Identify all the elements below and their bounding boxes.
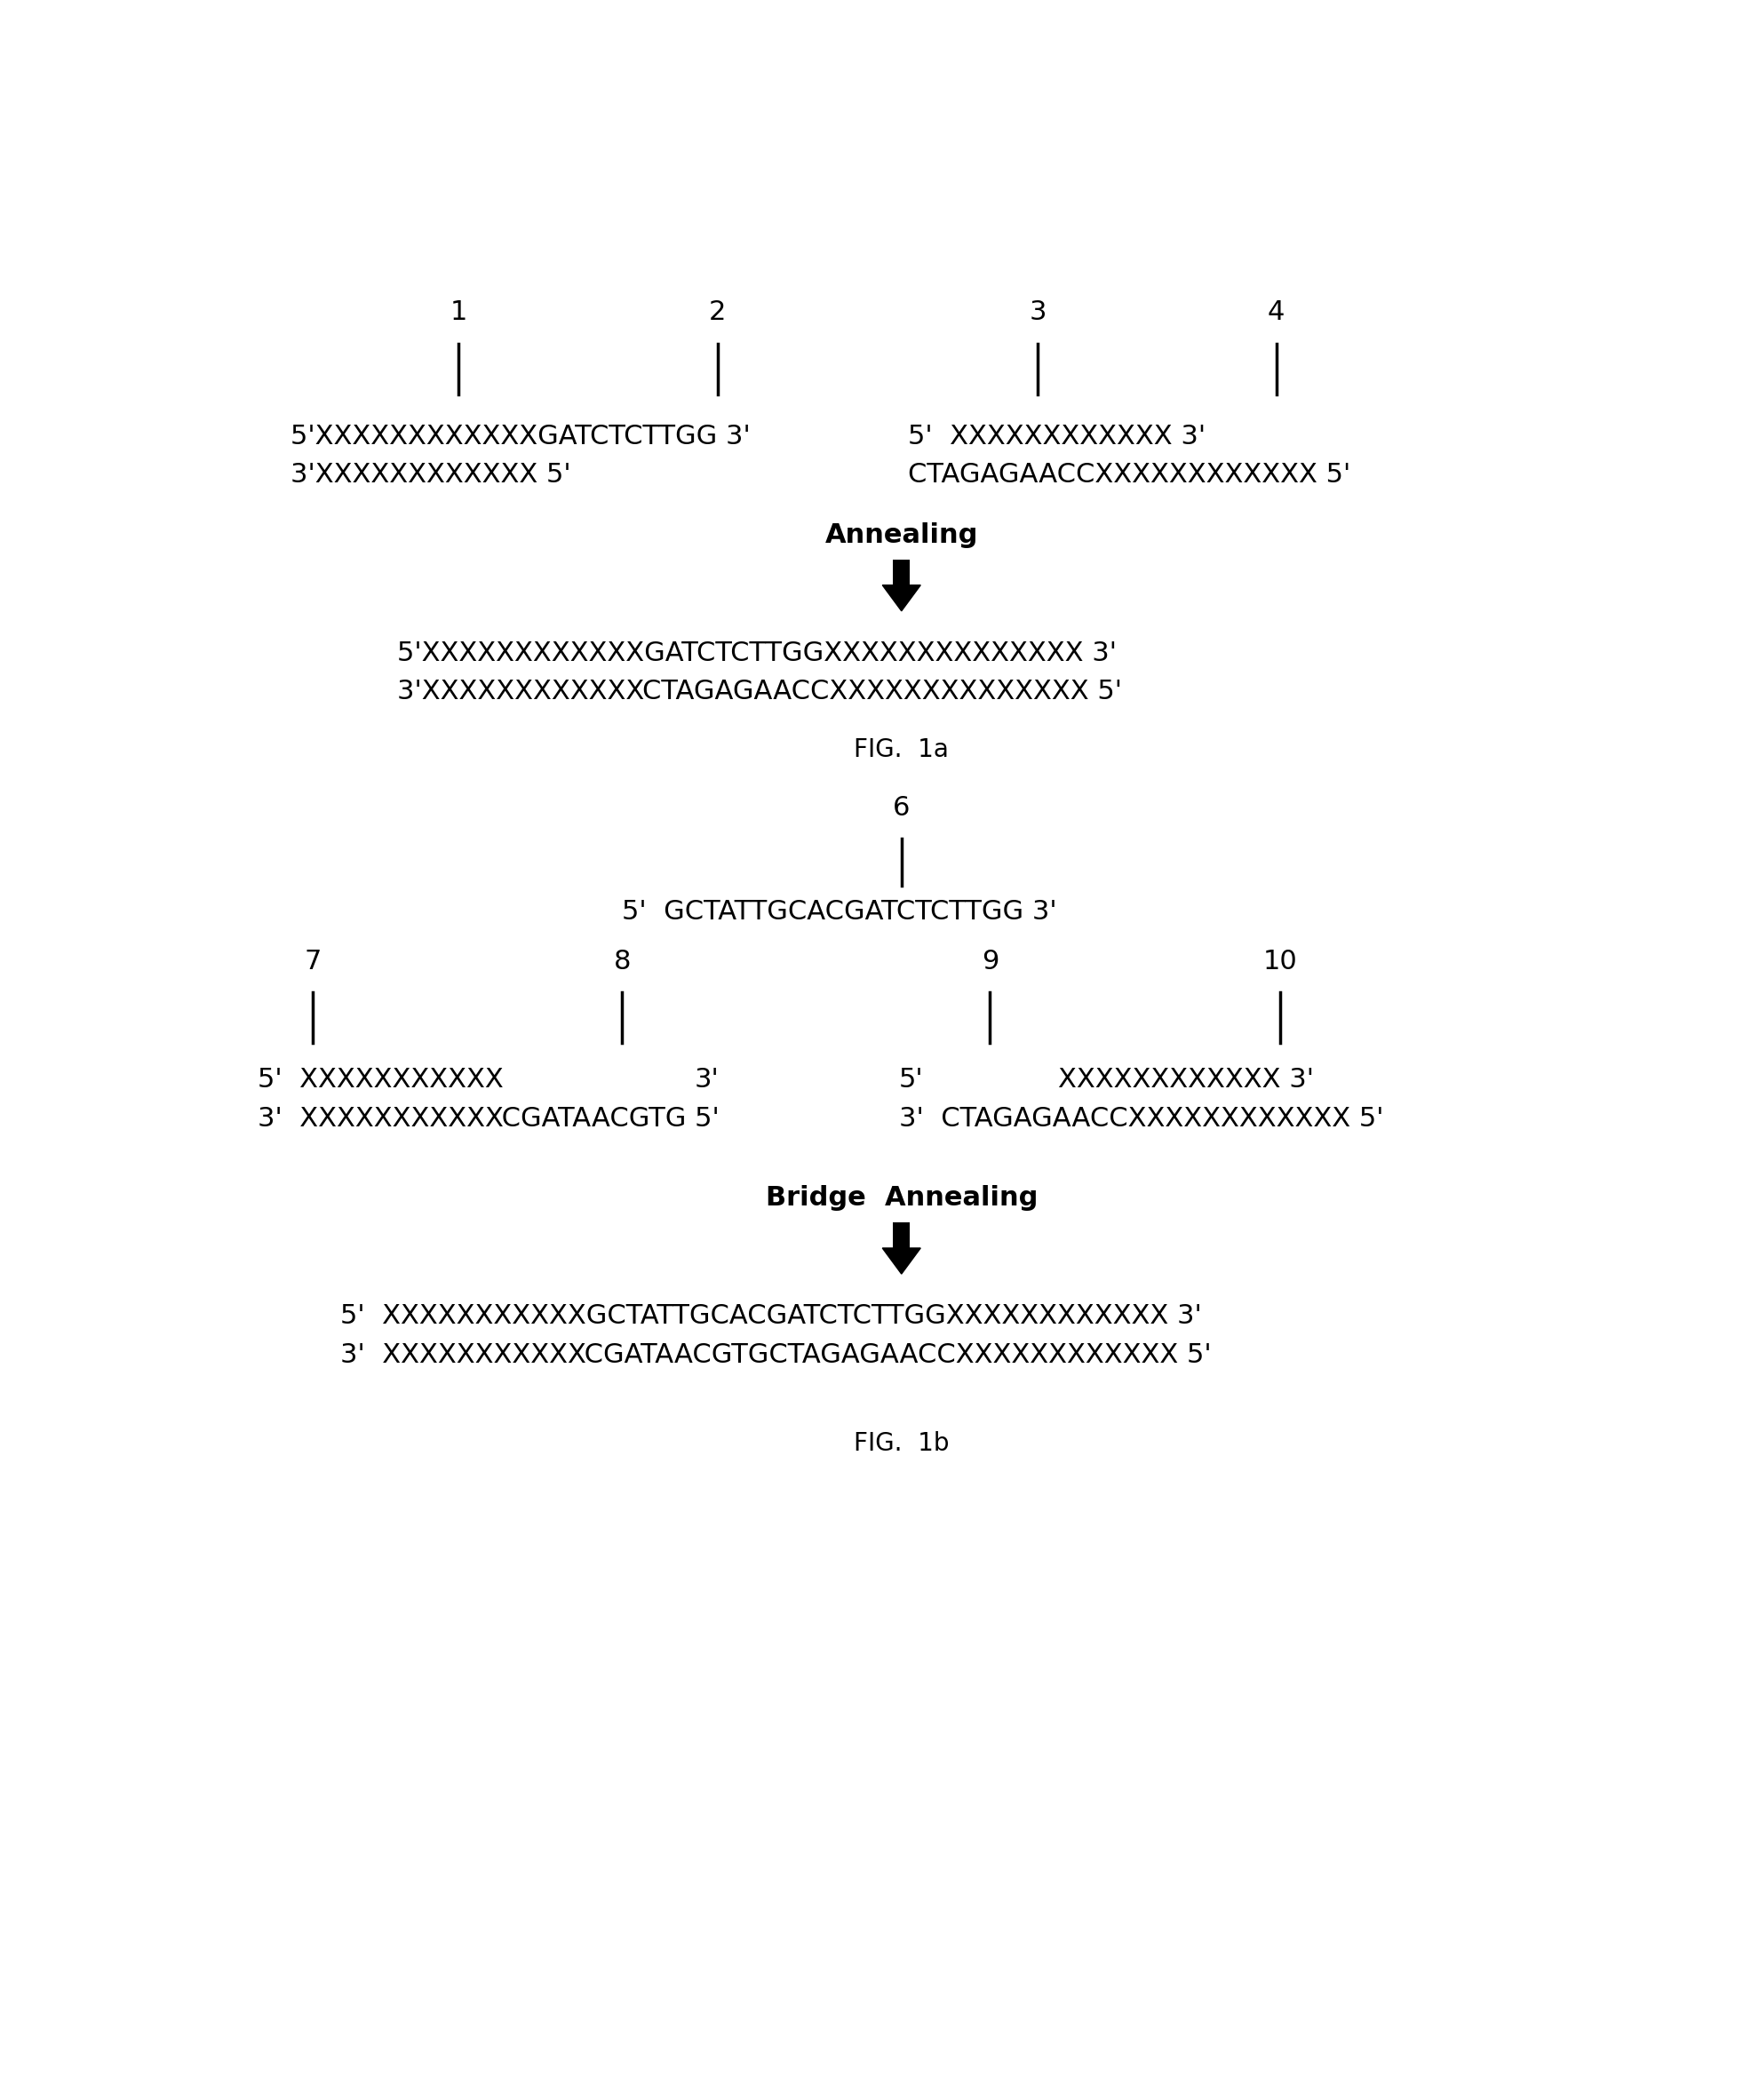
Text: CTAGAGAACCXXXXXXXXXXXX 5': CTAGAGAACCXXXXXXXXXXXX 5' xyxy=(908,462,1351,487)
Text: 3: 3 xyxy=(1029,298,1047,326)
Text: 7: 7 xyxy=(304,949,322,974)
Text: 5'  XXXXXXXXXXXX 3': 5' XXXXXXXXXXXX 3' xyxy=(908,424,1207,449)
Text: 5': 5' xyxy=(899,1067,923,1092)
Text: 1: 1 xyxy=(450,298,468,326)
Text: 6: 6 xyxy=(894,796,909,821)
Text: 2: 2 xyxy=(709,298,726,326)
Text: 3': 3' xyxy=(695,1067,719,1092)
Bar xyxy=(894,1222,909,1247)
Text: 3'  XXXXXXXXXXXCGATAACGTG 5': 3' XXXXXXXXXXXCGATAACGTG 5' xyxy=(259,1107,719,1132)
Text: XXXXXXXXXXXX 3': XXXXXXXXXXXX 3' xyxy=(1059,1067,1314,1092)
Text: 9: 9 xyxy=(982,949,999,974)
Text: 5'  GCTATTGCACGATCTCTTGG 3': 5' GCTATTGCACGATCTCTTGG 3' xyxy=(623,899,1057,924)
Text: FIG.  1a: FIG. 1a xyxy=(855,737,948,762)
Text: 5'XXXXXXXXXXXXGATCTCTTGG 3': 5'XXXXXXXXXXXXGATCTCTTGG 3' xyxy=(290,424,751,449)
Polygon shape xyxy=(883,586,920,611)
Text: FIG.  1b: FIG. 1b xyxy=(853,1432,950,1455)
Text: 3'XXXXXXXXXXXX 5': 3'XXXXXXXXXXXX 5' xyxy=(290,462,572,487)
Text: Bridge  Annealing: Bridge Annealing xyxy=(765,1184,1038,1212)
Text: 4: 4 xyxy=(1268,298,1286,326)
Text: 3'  CTAGAGAACCXXXXXXXXXXXX 5': 3' CTAGAGAACCXXXXXXXXXXXX 5' xyxy=(899,1107,1383,1132)
Text: Annealing: Annealing xyxy=(825,523,978,548)
Text: 3'XXXXXXXXXXXXCTAGAGAACCXXXXXXXXXXXXXX 5': 3'XXXXXXXXXXXXCTAGAGAACCXXXXXXXXXXXXXX 5… xyxy=(398,678,1122,706)
Text: 5'  XXXXXXXXXXX: 5' XXXXXXXXXXX xyxy=(259,1067,503,1092)
Text: 10: 10 xyxy=(1263,949,1298,974)
Text: 5'XXXXXXXXXXXXGATCTCTTGGXXXXXXXXXXXXXX 3': 5'XXXXXXXXXXXXGATCTCTTGGXXXXXXXXXXXXXX 3… xyxy=(398,640,1117,666)
Bar xyxy=(894,559,909,586)
Text: 8: 8 xyxy=(614,949,631,974)
Text: 5'  XXXXXXXXXXXGCTATTGCACGATCTCTTGGXXXXXXXXXXXX 3': 5' XXXXXXXXXXXGCTATTGCACGATCTCTTGGXXXXXX… xyxy=(339,1304,1201,1329)
Text: 3'  XXXXXXXXXXXCGATAACGTGCTAGAGAACCXXXXXXXXXXXX 5': 3' XXXXXXXXXXXCGATAACGTGCTAGAGAACCXXXXXX… xyxy=(339,1342,1210,1367)
Polygon shape xyxy=(883,1247,920,1275)
